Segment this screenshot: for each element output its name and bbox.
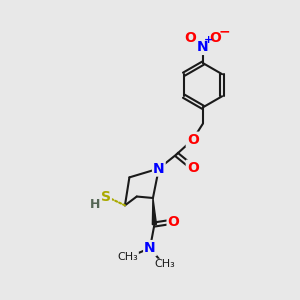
Text: CH₃: CH₃ xyxy=(154,259,175,269)
Text: −: − xyxy=(218,25,230,39)
Text: N: N xyxy=(153,161,165,176)
Text: +: + xyxy=(204,35,214,46)
Text: O: O xyxy=(168,214,179,229)
Text: H: H xyxy=(90,198,101,211)
Text: O: O xyxy=(187,133,199,147)
Text: N: N xyxy=(197,40,209,54)
Text: O: O xyxy=(185,31,197,45)
Text: S: S xyxy=(101,190,111,203)
Polygon shape xyxy=(152,198,157,225)
Text: N: N xyxy=(144,241,156,255)
Text: CH₃: CH₃ xyxy=(118,252,138,262)
Text: O: O xyxy=(187,161,199,175)
Text: O: O xyxy=(209,31,221,45)
